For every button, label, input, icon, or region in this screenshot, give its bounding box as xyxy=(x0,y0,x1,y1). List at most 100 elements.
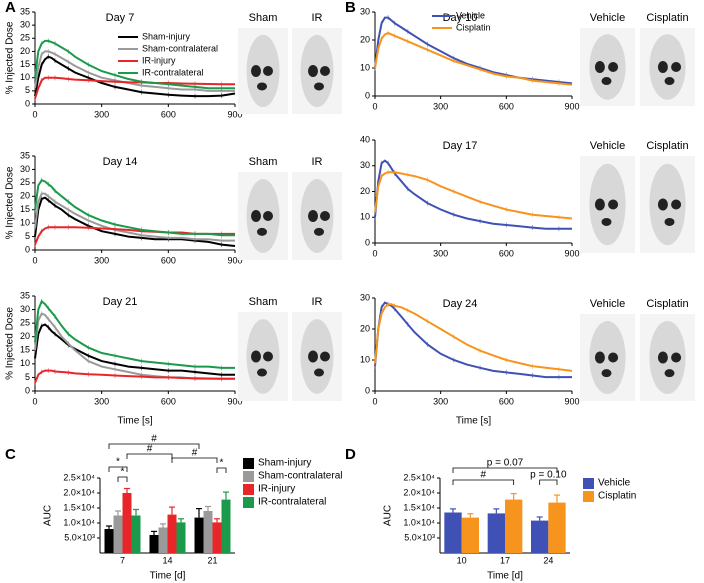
x-tick-label: 0 xyxy=(32,109,37,119)
panel-letter: B xyxy=(345,0,356,16)
scan-spot xyxy=(263,66,273,76)
bar xyxy=(221,499,231,553)
image-label: Cisplatin xyxy=(646,140,688,152)
bar xyxy=(548,502,566,553)
scan-spot xyxy=(251,350,261,363)
legend-label: IR-injury xyxy=(142,55,176,65)
significance-label: * xyxy=(220,458,224,469)
chart-title: Day 10 xyxy=(443,12,478,24)
legend-label: IR-contralateral xyxy=(258,497,326,508)
y-tick-label: 5 xyxy=(25,372,30,382)
significance-bracket xyxy=(108,466,128,472)
series-line xyxy=(374,31,573,86)
y-tick-label: 15 xyxy=(20,59,30,69)
significance-bracket xyxy=(108,443,200,449)
chart-title: Day 14 xyxy=(103,156,138,168)
scan-spot xyxy=(608,352,619,363)
scan-spot xyxy=(320,211,330,221)
series-line xyxy=(34,299,235,369)
x-tick-label: 0 xyxy=(32,396,37,406)
y-tick-label: 35 xyxy=(20,290,30,300)
x-tick-label: 900 xyxy=(227,109,242,119)
y-tick-label: 0 xyxy=(365,385,370,395)
x-tick-label: 24 xyxy=(543,555,553,565)
bar xyxy=(505,499,523,553)
x-tick-label: 7 xyxy=(120,555,125,565)
significance-bracket xyxy=(452,467,558,473)
x-tick-label: 0 xyxy=(372,101,377,111)
legend-label: Sham-contralateral xyxy=(258,471,342,482)
scan-spot xyxy=(664,77,675,86)
y-tick-label: 2.0×10⁴ xyxy=(403,487,435,497)
y-tick-label: 2.5×10⁴ xyxy=(403,472,435,482)
significance-label: # xyxy=(151,434,157,445)
scan-spot xyxy=(314,368,324,377)
scan-spot xyxy=(251,65,261,77)
scan-spot xyxy=(251,210,261,222)
y-tick-label: 5.0×10³ xyxy=(404,532,435,542)
chart-title: Day 21 xyxy=(103,296,138,308)
scan-spot xyxy=(601,369,612,378)
panel-letter: D xyxy=(345,446,356,463)
x-tick-label: 300 xyxy=(94,109,109,119)
panel-letter: A xyxy=(5,0,16,16)
legend-label: IR-contralateral xyxy=(142,67,204,77)
y-tick-label: 20 xyxy=(20,191,30,201)
y-tick-label: 10 xyxy=(360,354,370,364)
significance-bracket xyxy=(216,467,227,473)
bar xyxy=(131,515,141,553)
legend-swatch xyxy=(583,491,594,502)
scan-spot xyxy=(257,227,267,236)
significance-label: p = 0.10 xyxy=(530,470,567,481)
x-axis-label: Time [d] xyxy=(150,571,186,582)
image-label: Vehicle xyxy=(590,140,625,152)
y-tick-label: 1.5×10⁴ xyxy=(63,502,95,512)
scan-spot xyxy=(257,82,267,91)
scan-spot xyxy=(657,61,668,73)
scan-spot xyxy=(601,217,612,226)
x-tick-label: 600 xyxy=(161,109,176,119)
y-tick-label: 10 xyxy=(20,72,30,82)
y-tick-label: 35 xyxy=(20,6,30,16)
scan-spot xyxy=(257,368,267,377)
legend-swatch xyxy=(243,497,254,508)
x-tick-label: 21 xyxy=(207,555,217,565)
y-tick-label: 0 xyxy=(25,98,30,108)
y-tick-label: 15 xyxy=(20,204,30,214)
legend-label: IR-injury xyxy=(258,484,295,495)
series-line xyxy=(34,312,235,380)
x-tick-label: 600 xyxy=(161,255,176,265)
x-tick-label: 0 xyxy=(372,248,377,258)
image-label: Sham xyxy=(249,296,278,308)
legend-label: Sham-contralateral xyxy=(142,43,218,53)
legend-label: Cisplatin xyxy=(456,22,491,32)
significance-bracket xyxy=(117,476,128,482)
legend-label: Vehicle xyxy=(456,10,485,20)
scan-spot xyxy=(671,199,682,210)
scan-spot xyxy=(320,351,330,362)
series-line xyxy=(374,301,572,379)
y-axis-label: % Injected Dose xyxy=(5,21,16,94)
x-tick-label: 600 xyxy=(161,396,176,406)
legend-label: Cisplatin xyxy=(598,491,636,502)
significance-label: * xyxy=(121,467,125,478)
x-tick-label: 600 xyxy=(499,396,514,406)
y-tick-label: 30 xyxy=(20,20,30,30)
x-axis-label: Time [d] xyxy=(487,571,523,582)
x-tick-label: 300 xyxy=(94,255,109,265)
scan-spot xyxy=(308,65,318,77)
chart-title: Day 24 xyxy=(443,298,478,310)
bar xyxy=(113,515,123,553)
y-tick-label: 30 xyxy=(360,160,370,170)
y-tick-label: 1.0×10⁴ xyxy=(63,517,95,527)
series-line xyxy=(34,323,235,376)
scan-spot xyxy=(594,351,605,364)
x-tick-label: 600 xyxy=(499,248,514,258)
y-tick-label: 0 xyxy=(25,244,30,254)
x-axis-label: Time [s] xyxy=(117,416,152,427)
y-axis-label: AUC xyxy=(43,505,54,526)
y-tick-label: 10 xyxy=(360,212,370,222)
legend-label: Vehicle xyxy=(598,478,631,489)
scan-body xyxy=(589,163,626,246)
chart-title: Day 7 xyxy=(106,12,135,24)
